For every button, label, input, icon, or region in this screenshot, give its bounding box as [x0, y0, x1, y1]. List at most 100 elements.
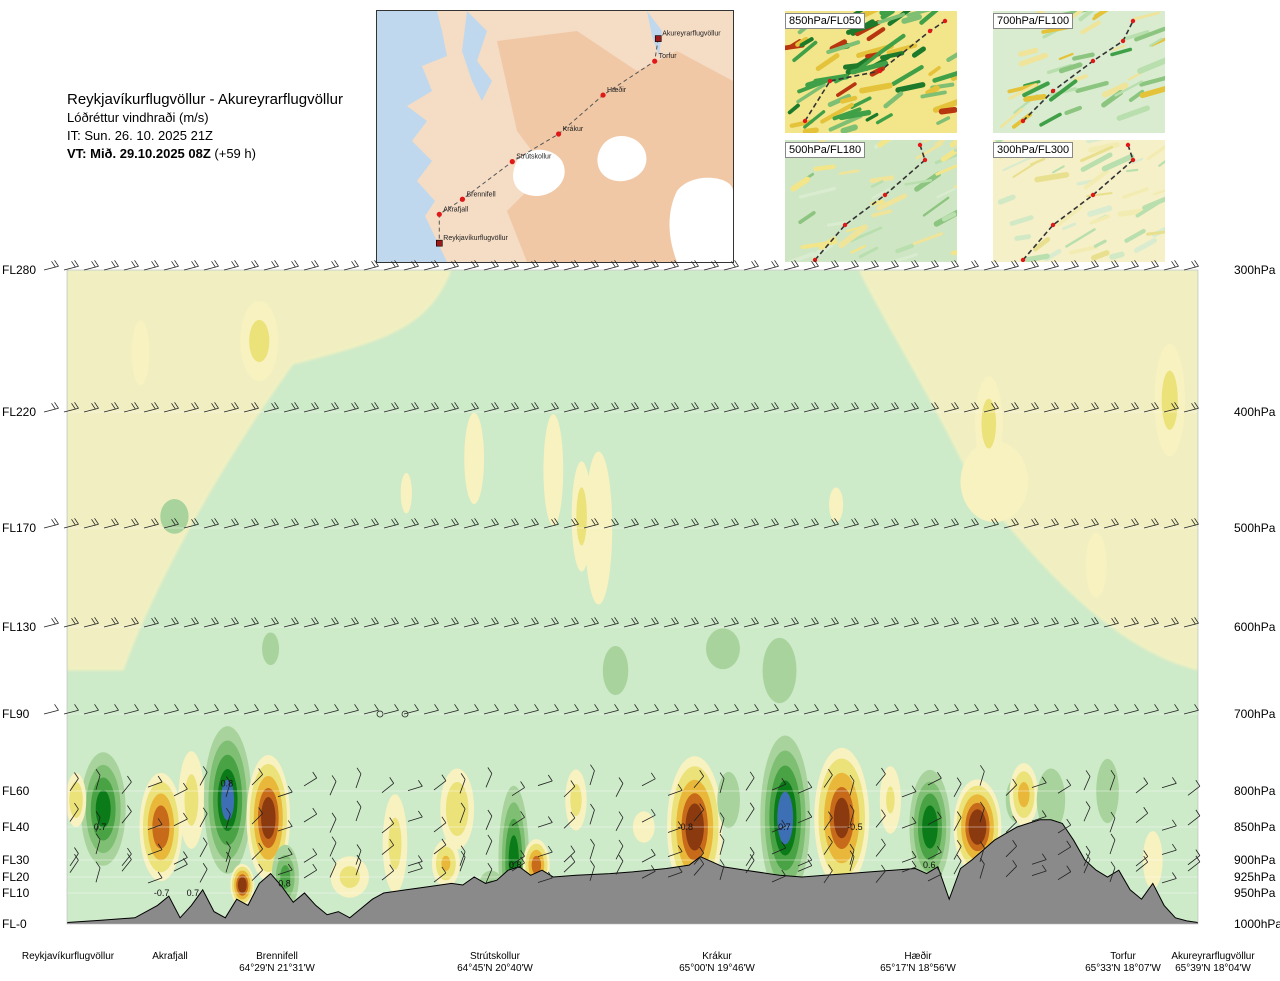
wind-barb-flag — [1110, 811, 1116, 819]
wind-barb-flag — [157, 843, 163, 850]
wind-barb-staff — [403, 709, 419, 715]
map-waypoint-marker[interactable] — [652, 58, 658, 64]
wind-barb-flag — [854, 518, 859, 525]
map-airport-marker[interactable] — [654, 35, 662, 42]
wind-barb-flag — [781, 841, 787, 849]
wind-barb-staff — [243, 523, 259, 529]
wind-barb-flag — [714, 402, 719, 409]
thumbnail-field-streak — [911, 46, 926, 58]
wind-barb-flag — [570, 811, 576, 819]
wind-barb-flag — [356, 800, 362, 808]
wind-barb-flag — [134, 402, 139, 409]
wind-barb-flag — [994, 260, 999, 267]
wind-barb-flag — [211, 261, 216, 268]
wind-barb-staff — [123, 622, 139, 628]
wind-barb-staff — [563, 786, 576, 798]
wind-barb-flag — [794, 402, 799, 409]
wind-barb-staff — [543, 709, 559, 715]
wind-barb-staff — [511, 787, 525, 797]
thumbnail-field-streak — [1023, 93, 1047, 102]
wind-barb-flag — [494, 402, 499, 409]
wind-barb-flag — [971, 618, 976, 625]
wind-barb-staff — [459, 857, 466, 872]
wind-barb-flag — [414, 617, 419, 624]
map-airport-marker[interactable] — [435, 239, 443, 247]
wind-barb-flag — [674, 260, 679, 267]
wind-barb-staff — [953, 817, 962, 831]
updraft-contour — [960, 441, 1029, 523]
wind-barb-staff — [303, 709, 319, 715]
wind-barb-staff — [623, 709, 639, 715]
wind-barb-staff — [1083, 265, 1099, 271]
thumbnail-waypoint — [1050, 88, 1056, 94]
thumbnail-700hpa[interactable]: 700hPa/FL100 — [993, 11, 1165, 133]
wind-barb-staff — [121, 781, 132, 794]
wind-barb-flag — [671, 261, 676, 268]
wind-barb-flag — [454, 260, 459, 267]
wind-barb-staff — [83, 523, 99, 529]
map-waypoint-marker[interactable] — [459, 196, 466, 202]
wind-barb-flag — [487, 767, 493, 774]
thumbnail-field-streak — [1018, 47, 1039, 57]
wind-barb-staff — [511, 817, 525, 826]
wind-barb-flag — [874, 518, 879, 525]
thumbnail-field-streak — [838, 169, 860, 176]
wind-barb-flag — [1154, 704, 1159, 711]
wind-barb-flag — [914, 518, 919, 525]
thumbnail-850hpa[interactable]: 850hPa/FL050 — [785, 11, 957, 133]
thumbnail-field-streak — [1078, 11, 1095, 22]
map-waypoint-marker[interactable] — [600, 92, 606, 98]
wind-barb-flag — [954, 402, 959, 409]
thumbnail-field-streak — [1087, 205, 1113, 217]
wind-barb-staff — [163, 407, 179, 413]
wind-barb-flag — [754, 704, 759, 711]
updraft-contour — [261, 797, 276, 839]
map-waypoint-marker[interactable] — [555, 131, 562, 137]
wind-barb-flag — [71, 403, 76, 410]
thumbnail-field-streak — [1080, 152, 1113, 172]
thumbnail-500hpa[interactable]: 500hPa/FL180 — [785, 140, 957, 262]
location-label: Akureyrarflugvöllur 65°39'N 18°04'W — [1153, 951, 1273, 975]
wind-barb-staff — [355, 773, 362, 789]
thumbnail-field-streak — [827, 93, 852, 107]
updraft-cell — [178, 751, 205, 849]
wind-barb-flag — [951, 261, 956, 268]
wind-barb-flag — [356, 854, 362, 862]
wind-barb-flag — [514, 518, 519, 525]
wind-barb-staff — [843, 622, 859, 628]
wind-barb-staff — [643, 407, 659, 413]
wind-barb-flag — [674, 617, 679, 624]
wind-barb-staff — [383, 407, 399, 413]
wind-barb-staff — [1023, 622, 1039, 628]
wind-barb-flag — [494, 617, 499, 624]
wind-barb-staff — [225, 782, 231, 798]
wind-barb-flag — [394, 617, 399, 624]
wind-barb-flag — [54, 518, 59, 525]
thumbnail-300hpa[interactable]: 300hPa/FL300 — [993, 140, 1165, 262]
wind-barb-flag — [1143, 855, 1149, 863]
wind-barb-staff — [719, 840, 725, 855]
thumbnail-field-streak — [1123, 30, 1150, 41]
wind-barb-flag — [127, 853, 132, 860]
wind-barb-flag — [611, 403, 616, 410]
wind-barb-staff — [843, 709, 859, 715]
wind-barb-flag — [183, 858, 188, 865]
downdraft-cell — [80, 752, 126, 866]
downdraft-cell — [160, 499, 189, 534]
wind-barb-flag — [1051, 261, 1056, 268]
updraft-contour — [1161, 370, 1178, 430]
wind-barb-staff — [463, 709, 479, 715]
wind-barb-staff — [703, 523, 719, 529]
wind-barb-staff — [523, 709, 539, 715]
thumbnail-field-streak — [1056, 205, 1083, 227]
thumbnail-field-streak — [997, 194, 1016, 205]
wind-barb-flag — [956, 854, 962, 862]
wind-barb-staff — [723, 622, 739, 628]
thumbnail-field-streak — [1142, 196, 1165, 211]
wind-barb-flag — [951, 618, 956, 625]
wind-barb-flag — [814, 402, 819, 409]
thumbnail-field-streak — [797, 77, 832, 94]
location-name: Torfur — [1110, 951, 1136, 962]
map-waypoint-marker[interactable] — [509, 159, 515, 165]
map-waypoint-marker[interactable] — [436, 211, 442, 217]
